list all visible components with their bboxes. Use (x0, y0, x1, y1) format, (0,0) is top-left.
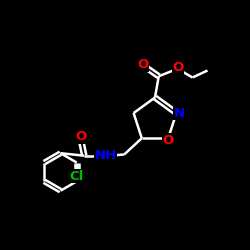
Text: N: N (174, 106, 185, 120)
Text: O: O (137, 58, 148, 71)
Text: O: O (75, 130, 86, 143)
Text: Cl: Cl (70, 170, 84, 183)
Text: NH: NH (94, 149, 117, 162)
Text: O: O (172, 61, 184, 74)
Text: O: O (162, 134, 174, 147)
